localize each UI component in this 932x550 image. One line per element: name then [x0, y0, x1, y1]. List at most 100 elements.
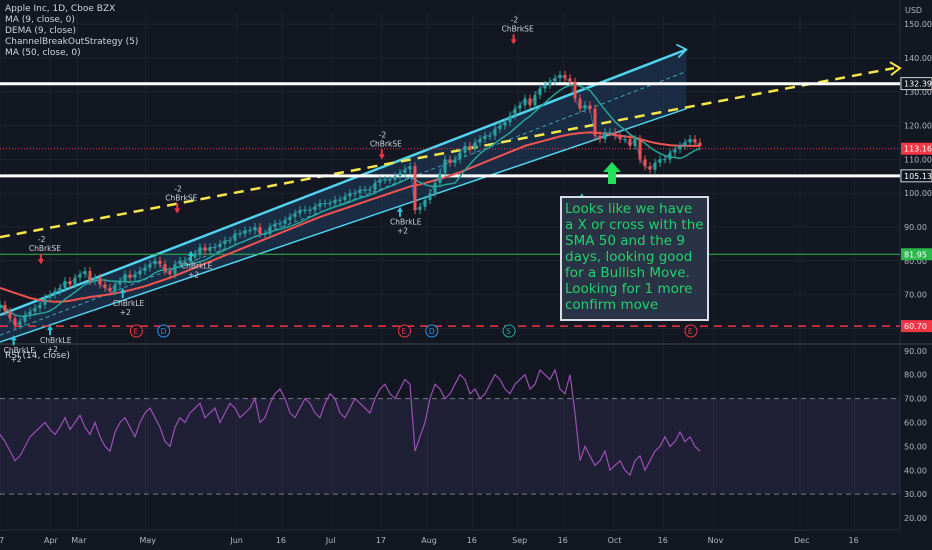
candle-body — [213, 247, 217, 249]
channel-upper-line — [0, 48, 687, 317]
candle-body — [393, 176, 397, 180]
short-signal-arrow — [174, 203, 181, 214]
candle-body — [143, 267, 147, 271]
candle-body — [263, 233, 267, 235]
candle-body — [53, 291, 57, 295]
candle-body — [443, 159, 447, 173]
candle-body — [678, 145, 682, 150]
candle-body — [603, 132, 607, 140]
candle-body — [648, 166, 652, 170]
candle-body — [518, 105, 522, 109]
event-marker — [157, 324, 171, 338]
short-signal-arrow — [510, 34, 517, 45]
candle-body — [268, 227, 272, 234]
candle-body — [698, 142, 702, 146]
candle-body — [668, 152, 672, 160]
channel-arrowhead — [675, 43, 688, 59]
candle-body — [88, 270, 92, 282]
currency-label: USD — [905, 6, 922, 15]
rsi-tick-label: 20.00 — [904, 514, 927, 523]
candle-body — [608, 132, 612, 134]
candle-body — [183, 260, 187, 262]
candle-body — [113, 284, 117, 292]
candle-body — [388, 179, 392, 181]
rsi-tick-label: 80.00 — [904, 371, 927, 380]
symbol-title: Apple Inc, 1D, Cboe BZX — [5, 4, 116, 14]
candle-body — [433, 183, 437, 194]
time-tick-label: May — [139, 536, 156, 545]
event-marker-label: E — [688, 327, 693, 336]
candle-body — [493, 128, 497, 136]
time-tick-label: Jun — [229, 536, 243, 545]
candle-body — [83, 270, 87, 275]
candle-body — [23, 314, 27, 322]
candle-body — [103, 284, 107, 288]
signal-count-label: +2 — [188, 271, 199, 280]
candle-body — [498, 125, 502, 129]
candle-body — [258, 227, 262, 234]
long-signal-arrow — [187, 250, 194, 261]
level-tag-label: 132.39 — [904, 80, 932, 89]
short-signal-arrow — [37, 254, 44, 265]
event-marker — [502, 324, 516, 338]
candle-body — [173, 264, 177, 275]
legend-channel-breakout: ChannelBreakOutStrategy (5) — [5, 37, 139, 47]
candle-body — [48, 294, 52, 299]
candle-body — [278, 223, 282, 225]
level-tag — [901, 248, 932, 261]
trend-arrowhead — [889, 61, 902, 76]
candle-body — [503, 122, 507, 126]
candle-body — [223, 240, 227, 244]
signal-count-label: -2 — [174, 185, 182, 194]
candle-body — [538, 88, 542, 96]
candle-body — [93, 277, 97, 282]
bullish-arrow — [603, 162, 621, 184]
price-tick-label: 130.00 — [904, 88, 932, 97]
candle-body — [38, 304, 42, 309]
annotation-note[interactable]: Looks like we have a X or cross with the… — [560, 196, 709, 321]
long-signal-arrow — [397, 206, 403, 217]
candle-body — [403, 169, 407, 173]
candle-body — [573, 81, 577, 99]
time-tick-label: Aug — [421, 536, 437, 545]
candle-body — [58, 287, 62, 292]
level-tag-label: 81.95 — [904, 250, 927, 259]
candle-body — [373, 183, 377, 190]
candle-body — [488, 135, 492, 137]
candle-body — [298, 210, 302, 214]
candle-body — [208, 247, 212, 251]
candle-body — [398, 172, 402, 177]
signal-count-label: +2 — [397, 227, 408, 236]
candle-body — [33, 308, 37, 312]
ma9-line — [0, 83, 701, 318]
price-tick-label: 70.00 — [904, 291, 927, 300]
candle-body — [148, 264, 152, 268]
candle-body — [508, 115, 512, 123]
level-tag-label: 113.16 — [904, 145, 932, 154]
legend-ma9: MA (9, close, 0) — [5, 15, 75, 25]
candle-body — [178, 260, 182, 265]
candle-body — [78, 274, 82, 278]
time-tick-label: 16 — [467, 536, 477, 545]
candle-body — [513, 108, 517, 116]
candle-body — [623, 139, 627, 141]
time-tick-label: Apr — [44, 536, 59, 545]
candle-body — [558, 74, 562, 79]
candle-body — [613, 132, 617, 136]
candle-body — [253, 227, 257, 231]
dashed-trend-line — [0, 66, 895, 239]
candle-body — [168, 270, 172, 275]
long-signal-label: ChBrkLE — [113, 299, 145, 308]
event-marker — [398, 324, 412, 338]
time-tick-label: 16 — [558, 536, 568, 545]
candle-body — [643, 159, 647, 167]
candle-body — [473, 142, 477, 150]
candle-body — [673, 149, 677, 153]
signal-count-label: -2 — [38, 235, 46, 244]
candle-body — [163, 264, 167, 271]
candle-body — [13, 318, 17, 326]
candle-body — [203, 247, 207, 251]
candle-body — [528, 98, 532, 106]
candle-body — [458, 152, 462, 160]
